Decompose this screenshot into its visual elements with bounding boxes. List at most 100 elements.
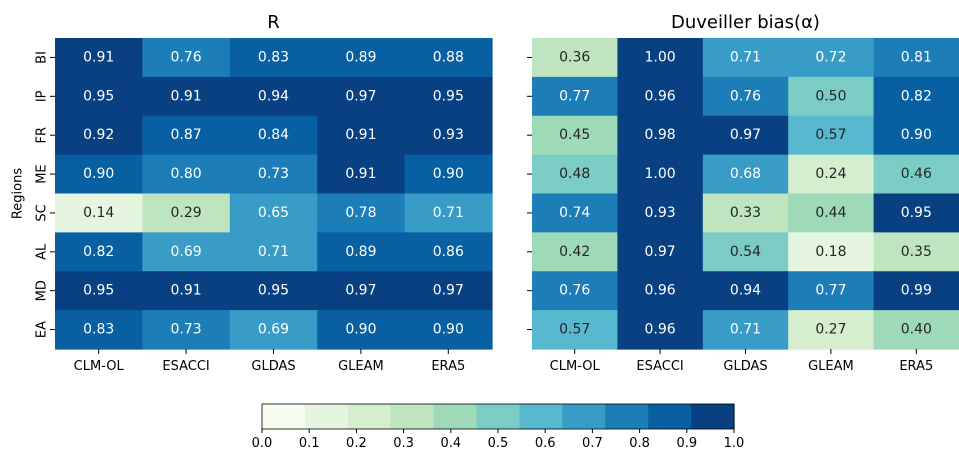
cell-value-label: 0.91 [83,49,114,65]
cell-value-label: 0.80 [171,166,202,182]
heatmap-cell [532,310,618,350]
cell-value-label: 0.71 [730,322,761,338]
cell-value-label: 0.90 [433,322,464,338]
x-tick-label: CLM-OL [74,359,125,374]
cell-value-label: 0.90 [83,166,114,182]
heatmap-cell [55,38,143,78]
cell-value-label: 0.76 [559,283,590,299]
heatmap-cell [617,271,704,311]
cell-value-label: 0.81 [901,49,932,65]
heatmap-cell [788,232,875,272]
cell-value-label: 0.97 [345,283,376,299]
heatmap-cell [317,310,406,350]
x-tick-label: ESACCI [162,359,209,374]
y-tick-label: AL [35,243,50,260]
cell-value-label: 0.93 [645,205,676,221]
heatmap-cell [229,38,318,78]
cell-value-label: 0.97 [345,88,376,104]
heatmap-cell [55,76,143,117]
heatmap-cell [702,38,789,78]
cell-value-label: 0.68 [730,166,761,182]
colorbar-tick-label: 0.1 [299,436,320,451]
colorbar-tick-label: 0.7 [582,436,603,451]
heatmap-cell [617,154,704,195]
cell-value-label: 0.84 [258,127,289,143]
heatmap-cell [617,76,704,117]
colorbar-tick-label: 0.6 [535,436,556,451]
cell-value-label: 0.96 [645,88,676,104]
cell-value-label: 0.77 [559,88,590,104]
cell-value-label: 0.90 [345,322,376,338]
cell-value-label: 1.00 [645,166,676,182]
cell-value-label: 0.95 [83,283,114,299]
colorbar-tick-label: 0.4 [440,436,461,451]
colorbar-bin [476,404,521,429]
cell-value-label: 0.89 [345,244,376,260]
heatmap-cell [55,193,143,233]
colorbar-tick-label: 0.8 [629,436,650,451]
heatmap-cell [702,271,789,311]
heatmap-cell [317,115,406,156]
cell-value-label: 0.97 [645,244,676,260]
cell-value-label: 0.45 [559,127,590,143]
heatmap-cell [229,310,318,350]
heatmap-cell [229,154,318,195]
y-tick-label: BI [35,51,50,64]
cell-value-label: 0.96 [645,283,676,299]
heatmap-cell [873,115,959,156]
heatmap-cell [229,76,318,117]
heatmap-cell [404,232,493,272]
heatmap-cell [55,154,143,195]
cell-value-label: 0.40 [901,322,932,338]
cell-value-label: 0.95 [433,88,464,104]
cell-value-label: 0.83 [258,49,289,65]
heatmap-cell [229,232,318,272]
heatmap-cell [142,38,231,78]
colorbar-bin [562,404,606,429]
heatmap-cell [404,38,493,78]
heatmap-cell [142,193,231,233]
heatmap-cell [788,154,875,195]
cell-value-label: 0.57 [815,127,846,143]
cell-value-label: 0.83 [83,322,114,338]
cell-value-label: 0.33 [730,205,761,221]
y-tick-label: SC [35,204,50,221]
heatmap-cell [617,310,704,350]
cell-value-label: 0.95 [83,88,114,104]
heatmap-cell [404,76,493,117]
heatmap-cell [142,154,231,195]
cell-value-label: 0.71 [433,205,464,221]
cell-value-label: 0.90 [901,127,932,143]
heatmap-cell [317,154,406,195]
cell-value-label: 0.71 [730,49,761,65]
cell-value-label: 0.96 [645,322,676,338]
x-tick-label: GLDAS [251,359,295,374]
x-tick-label: ESACCI [636,359,683,374]
x-tick-label: ERA5 [431,359,465,374]
heatmap-panel-2: 0.36 1.00 0.71 0.72 0.81 0.77 0.96 0.76 0.50 0.82… [527,12,959,374]
cell-value-label: 0.88 [433,49,464,65]
y-tick-label: FR [35,127,50,144]
cell-value-label: 0.74 [559,205,590,221]
cell-value-label: 0.48 [559,166,590,182]
heatmap-cell [142,76,231,117]
heatmap-cell [142,310,231,350]
cell-value-label: 0.97 [433,283,464,299]
colorbar-tick-label: 0.9 [676,436,697,451]
heatmap-cell [873,271,959,311]
heatmap-panel-1: 0.91 0.76 0.83 0.89 0.88 0.95 0.91 0.94 0.97 0.95… [11,12,493,374]
heatmap-cell [404,154,493,195]
colorbar-bin [519,404,563,429]
heatmap-cell [404,271,493,311]
heatmap-cell [229,193,318,233]
cell-value-label: 0.27 [815,322,846,338]
heatmap-cell [702,76,789,117]
heatmap-cell [788,115,875,156]
x-tick-label: GLEAM [338,359,384,374]
heatmap-cell [404,193,493,233]
heatmap-cell [873,232,959,272]
heatmap-cell [55,310,143,350]
heatmaps: 0.91 0.76 0.83 0.89 0.88 0.95 0.91 0.94 0.97 0.95… [11,12,959,374]
heatmap-cell [617,232,704,272]
